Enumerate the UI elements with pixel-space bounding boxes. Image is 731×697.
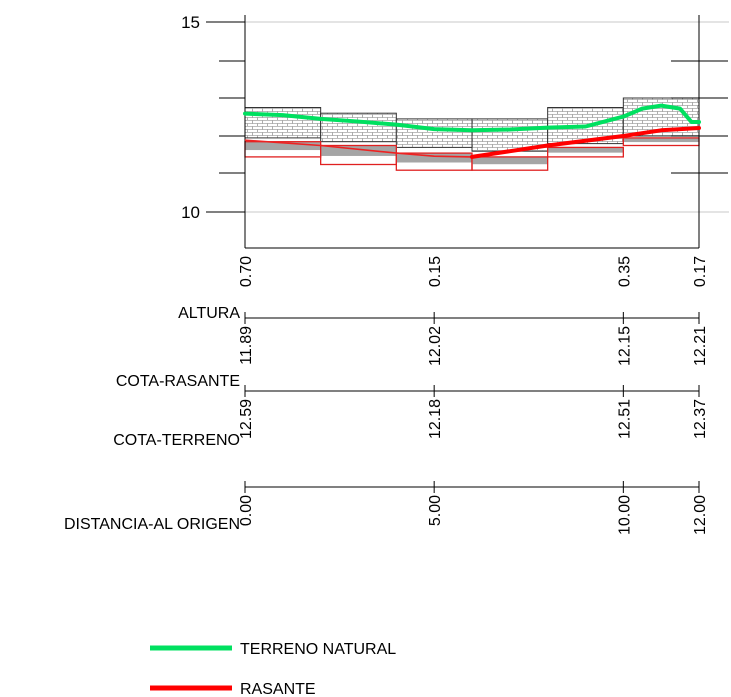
ghost-rasante-line xyxy=(244,139,473,158)
rasante-block-3 xyxy=(471,156,549,171)
y-tick-label-10: 10 xyxy=(181,203,200,222)
band-value-3-1: 5.00 xyxy=(427,495,444,526)
band-label-1: COTA-RASANTE xyxy=(116,373,240,390)
grey-block-1 xyxy=(320,145,397,156)
legend-layer: TERRENO NATURAL RASANTE xyxy=(150,641,396,697)
band-value-2-2: 12.51 xyxy=(616,399,633,439)
grey-block-4 xyxy=(547,147,624,153)
grey-block-0 xyxy=(245,141,321,151)
band-value-3-0: 0.00 xyxy=(238,495,255,526)
band-value-0-1: 0.15 xyxy=(427,256,444,287)
rasante-block-4 xyxy=(547,146,624,158)
band-value-1-3: 12.21 xyxy=(692,326,709,366)
band-value-1-0: 11.89 xyxy=(238,326,255,365)
band-value-3-2: 10.00 xyxy=(616,495,633,535)
band-value-2-3: 12.37 xyxy=(692,399,709,439)
band-label-2: COTA-TERRENO xyxy=(113,432,240,449)
band-value-0-2: 0.35 xyxy=(616,256,633,287)
band-value-0-3: 0.17 xyxy=(692,256,709,287)
grey-block-2 xyxy=(396,153,472,163)
band-value-2-1: 12.18 xyxy=(427,399,444,439)
grid-layer xyxy=(245,21,729,213)
grey-block-5 xyxy=(623,137,699,143)
band-label-0: ALTURA xyxy=(178,305,240,322)
series-layer xyxy=(243,103,701,159)
terrain-block-1 xyxy=(320,112,397,143)
y-tick-label-15: 15 xyxy=(181,13,200,32)
band-value-3-3: 12.00 xyxy=(692,495,709,535)
band-value-1-1: 12.02 xyxy=(427,326,444,366)
series-line-0 xyxy=(243,103,701,133)
band-label-3: DISTANCIA-AL ORIGEN xyxy=(64,516,240,533)
band-value-2-0: 12.59 xyxy=(238,399,255,439)
grey-block-3 xyxy=(472,156,548,165)
legend-label-0: TERRENO NATURAL xyxy=(240,641,396,658)
series-line-1 xyxy=(470,126,701,159)
band-value-1-2: 12.15 xyxy=(616,326,633,366)
legend-label-1: RASANTE xyxy=(240,681,316,697)
band-layer: ALTURA 0.70 0.15 0.35 0.17 COTA-RASANTE 11.89 1… xyxy=(64,256,709,535)
band-value-0-0: 0.70 xyxy=(238,256,255,287)
terrain-block-2 xyxy=(395,118,473,148)
